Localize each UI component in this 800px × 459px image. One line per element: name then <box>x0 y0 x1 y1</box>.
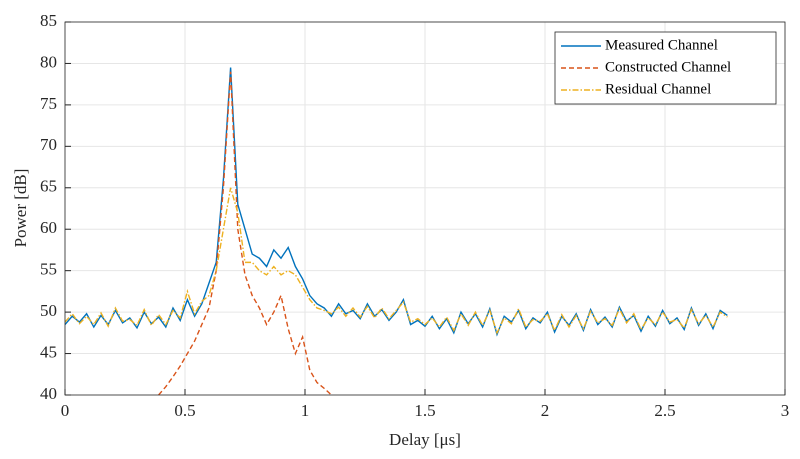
legend: Measured Channel Constructed Channel Resid… <box>554 31 777 105</box>
x-tick-label: 0.5 <box>174 401 195 420</box>
x-axis-label: Delay [μs] <box>389 430 461 449</box>
legend-label: Constructed Channel <box>605 59 731 75</box>
x-tick-label: 0 <box>61 401 70 420</box>
x-tick-label: 3 <box>781 401 790 420</box>
y-tick-label: 70 <box>40 135 57 154</box>
x-tick-label: 1.5 <box>414 401 435 420</box>
ticks: 0 0.5 1 1.5 2 2.5 3 40 45 50 55 60 65 70 75 80 85 <box>40 11 789 420</box>
series-line <box>65 187 728 335</box>
y-tick-label: 55 <box>40 260 57 279</box>
legend-label: Measured Channel <box>605 37 718 53</box>
lines <box>65 67 728 395</box>
legend-box <box>554 31 777 105</box>
x-tick-label: 2.5 <box>654 401 675 420</box>
y-axis-label: Power [dB] <box>11 169 30 248</box>
x-tick-label: 2 <box>541 401 550 420</box>
y-tick-label: 85 <box>40 11 57 30</box>
y-tick-label: 65 <box>40 177 57 196</box>
y-tick-label: 50 <box>40 301 57 320</box>
y-tick-label: 75 <box>40 94 57 113</box>
y-tick-label: 80 <box>40 52 57 71</box>
y-tick-label: 45 <box>40 342 57 361</box>
y-tick-label: 60 <box>40 218 57 237</box>
series-line <box>158 71 332 395</box>
x-tick-label: 1 <box>301 401 310 420</box>
y-tick-label: 40 <box>40 384 57 403</box>
legend-label: Residual Channel <box>605 81 711 97</box>
